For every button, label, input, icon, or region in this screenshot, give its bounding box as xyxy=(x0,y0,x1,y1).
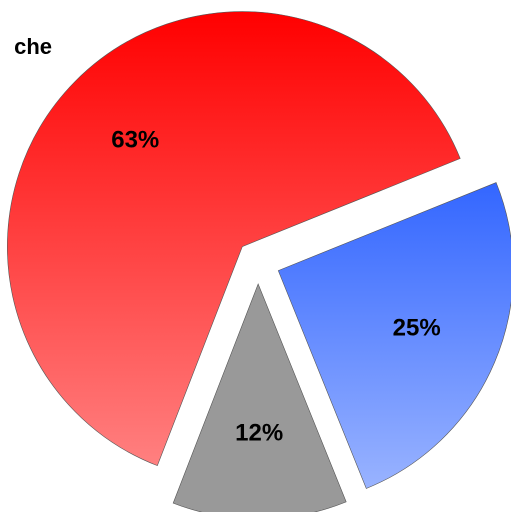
pie-slice xyxy=(172,283,347,512)
data-label: 25% xyxy=(393,315,441,342)
data-label: 12% xyxy=(235,420,283,447)
data-label: 63% xyxy=(111,126,159,153)
pie-slice xyxy=(7,11,461,467)
pie-slice xyxy=(277,182,511,489)
slice-label: che xyxy=(14,34,52,59)
